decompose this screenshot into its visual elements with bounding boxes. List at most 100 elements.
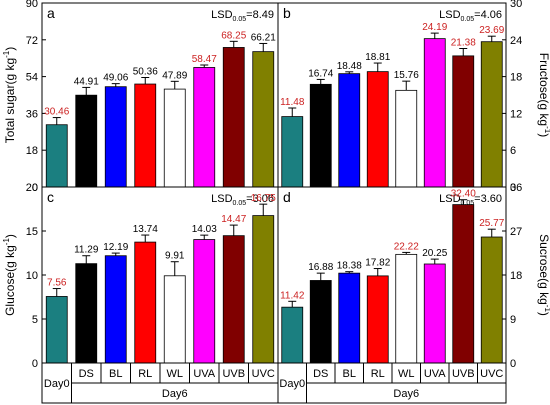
y-axis-label: Glucose(g kg-1) xyxy=(2,234,17,316)
bar-wl xyxy=(395,89,418,188)
y-tick-label: 0 xyxy=(510,182,516,194)
value-label: 66.21 xyxy=(251,32,276,43)
bar-uvc xyxy=(252,215,275,364)
value-label: 11.42 xyxy=(280,290,305,301)
y-tick-label: 18 xyxy=(510,72,522,84)
x-tick-label: UVB xyxy=(452,368,475,380)
category-strip: Day0 DS BL RL WL UVA UVB UVC Day6 Day0 DS BL RL WL UVA… xyxy=(41,362,507,404)
bar-day0 xyxy=(45,124,68,188)
bar-rl xyxy=(366,71,389,188)
bar-wl xyxy=(163,275,186,364)
value-label: 14.03 xyxy=(192,224,217,235)
value-label: 22.22 xyxy=(394,241,419,252)
bar-wl xyxy=(163,88,186,188)
bar-ds xyxy=(309,280,332,364)
y-axis-label: Sucrose(g kg-1) xyxy=(537,234,550,316)
value-label: 49.06 xyxy=(103,73,128,84)
value-label: 44.91 xyxy=(74,76,99,87)
y-tick-label: 18 xyxy=(510,270,522,282)
x-tick-label: RL xyxy=(371,368,385,380)
value-label: 11.48 xyxy=(280,97,305,108)
bar-uvb xyxy=(222,235,245,364)
y-tick-label: 9 xyxy=(510,314,516,326)
value-label: 18.81 xyxy=(365,52,390,63)
value-label: 25.77 xyxy=(479,218,504,229)
bar-uva xyxy=(193,67,216,188)
lsd-annotation: LSD0.05=4.06 xyxy=(439,9,502,23)
y-tick-label: 30 xyxy=(510,0,522,10)
y-tick-label: 10 xyxy=(26,270,38,282)
value-label: 32.40 xyxy=(451,189,476,200)
value-label: 23.69 xyxy=(479,25,504,36)
x-tick-label: UVC xyxy=(252,368,275,380)
x-tick-label: UVA xyxy=(193,368,215,380)
x-tick-label: Day0 xyxy=(44,378,70,390)
value-label: 18.38 xyxy=(337,261,362,272)
value-label: 16.75 xyxy=(251,193,276,204)
x-tick-label: BL xyxy=(109,368,122,380)
bar-rl xyxy=(134,241,157,364)
bar-day0 xyxy=(45,296,68,364)
bar-rl xyxy=(366,275,389,364)
bar-rl xyxy=(134,83,157,188)
value-label: 58.47 xyxy=(192,54,217,65)
panel-letter: d xyxy=(283,189,291,205)
y-axis-label: Fructose(g kg-1) xyxy=(537,53,550,137)
value-label: 68.25 xyxy=(221,30,246,41)
y-tick-label: 0 xyxy=(32,182,38,194)
y-tick-label: 54 xyxy=(26,72,38,84)
bar-uva xyxy=(193,239,216,364)
bar-bl xyxy=(338,73,361,188)
y-tick-label: 12 xyxy=(510,108,522,120)
value-label: 17.82 xyxy=(365,258,390,269)
x-tick-label: Day0 xyxy=(279,378,305,390)
group-label: Day6 xyxy=(162,388,188,400)
panel-letter: a xyxy=(47,5,55,21)
panel-letter: b xyxy=(283,5,291,21)
x-tick-label: DS xyxy=(79,368,94,380)
value-label: 50.36 xyxy=(133,66,158,77)
y-tick-label: 72 xyxy=(26,35,38,47)
value-label: 18.48 xyxy=(337,61,362,72)
x-tick-label: WL xyxy=(398,368,415,380)
lsd-annotation: LSD0.05=3.60 xyxy=(439,193,502,207)
bar-wl xyxy=(395,253,418,364)
lsd-annotation: LSD0.05=8.49 xyxy=(211,9,274,23)
panel-letter: c xyxy=(47,189,54,205)
y-tick-label: 27 xyxy=(510,226,522,238)
y-tick-label: 20 xyxy=(26,182,38,194)
x-tick-label: BL xyxy=(343,368,356,380)
value-label: 24.19 xyxy=(422,22,447,33)
y-tick-label: 18 xyxy=(26,145,38,157)
y-tick-label: 15 xyxy=(26,226,38,238)
x-tick-label: UVC xyxy=(480,368,503,380)
bar-uvc xyxy=(480,236,503,364)
panel-a: a LSD0.05=8.49 0 18 36 54 72 90 Total sugar(g kg… xyxy=(2,0,279,194)
value-label: 20.25 xyxy=(422,248,447,259)
y-tick-label: 0 xyxy=(510,358,516,370)
bar-ds xyxy=(75,263,98,364)
panel-c: c LSD0.05=3.06 0 5 10 15 20 Glucose(g kg-1) 7.56… xyxy=(2,182,279,370)
bar-uvc xyxy=(252,51,275,188)
x-tick-label: UVB xyxy=(222,368,245,380)
bar-day0 xyxy=(281,306,304,364)
bar-uva xyxy=(423,263,446,364)
value-label: 21.38 xyxy=(451,38,476,49)
y-axis-label: Total sugar(g kg-1) xyxy=(2,47,17,144)
bar-uvb xyxy=(222,47,245,188)
x-tick-label: UVA xyxy=(424,368,446,380)
panel-d: d LSD0.05=3.60 0 9 18 27 36 Sucrose(g kg-1) 11.4… xyxy=(277,182,550,370)
y-tick-label: 90 xyxy=(26,0,38,10)
value-label: 47.89 xyxy=(162,70,187,81)
y-tick-label: 0 xyxy=(32,358,38,370)
group-label: Day6 xyxy=(393,388,419,400)
bar-uvb xyxy=(452,204,475,364)
lsd-annotation: LSD0.05=3.06 xyxy=(211,193,274,207)
value-label: 13.74 xyxy=(133,224,158,235)
x-tick-label: WL xyxy=(167,368,184,380)
bar-ds xyxy=(75,94,98,188)
value-label: 11.29 xyxy=(74,245,99,256)
bar-uvb xyxy=(452,55,475,188)
